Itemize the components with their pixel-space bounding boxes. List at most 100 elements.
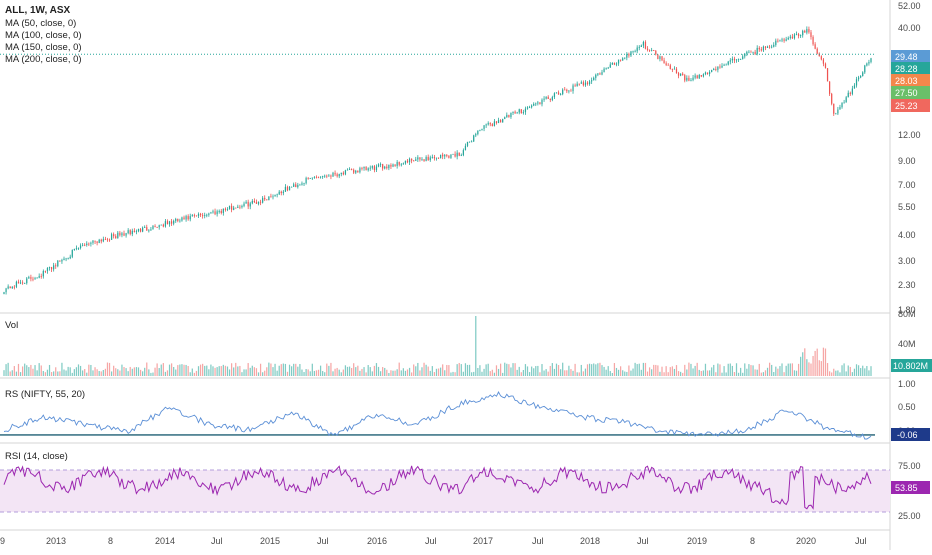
candle-body [551, 97, 553, 100]
volume-bar [170, 363, 173, 376]
candle-body [309, 178, 311, 179]
candle-body [92, 240, 94, 243]
volume-bar [220, 366, 222, 376]
candle-body [26, 278, 28, 284]
volume-bar [139, 369, 142, 376]
volume-bar [65, 370, 67, 376]
indicator-ma100[interactable]: MA (100, close, 0) [5, 30, 82, 41]
indicator-ma150[interactable]: MA (150, close, 0) [5, 42, 82, 53]
candle-body [504, 117, 506, 120]
volume-bar [768, 362, 771, 376]
volume-bar [121, 364, 123, 376]
candle-body [104, 239, 107, 240]
volume-bar [800, 356, 802, 376]
volume-title[interactable]: Vol [5, 320, 18, 331]
candle-body [340, 172, 342, 175]
volume-bar [779, 366, 781, 376]
candle-body [766, 46, 769, 48]
time-label: 2014 [155, 536, 175, 546]
volume-bar [257, 372, 260, 376]
volume-bar [173, 367, 175, 376]
volume-bar [429, 370, 431, 376]
candle-body [164, 221, 167, 227]
volume-bar [164, 371, 167, 376]
indicator-ma200[interactable]: MA (200, close, 0) [5, 54, 82, 65]
candle-body [208, 213, 210, 215]
volume-bar [94, 367, 96, 376]
indicator-ma50[interactable]: MA (50, close, 0) [5, 18, 76, 29]
candle-body [462, 150, 464, 156]
volume-bar [477, 367, 479, 376]
candle-body [65, 258, 67, 260]
candle-body [477, 130, 479, 135]
volume-bar [468, 364, 471, 376]
volume-bar [400, 370, 402, 376]
time-label: 9 [0, 536, 5, 546]
volume-bar [473, 371, 475, 376]
volume-bar [630, 370, 632, 376]
candle-body [456, 152, 458, 157]
candle-body [19, 282, 22, 284]
volume-bar [377, 366, 380, 376]
time-label: Jul [532, 536, 544, 546]
candle-body [702, 74, 705, 77]
volume-bar [222, 364, 224, 376]
volume-bar [336, 367, 338, 376]
volume-bar [744, 363, 746, 376]
volume-bar [793, 370, 796, 376]
candle-body [5, 288, 7, 293]
candle-body [191, 215, 193, 217]
volume-bar [346, 366, 349, 376]
candle-body [226, 209, 229, 210]
symbol-title[interactable]: ALL, 1W, ASX [5, 5, 71, 16]
candle-body [653, 50, 655, 51]
time-axis[interactable]: 9 2013 8 2014 Jul 2015 Jul 2016 Jul 2017… [0, 536, 867, 546]
legend: ALL, 1W, ASX MA (50, close, 0) MA (100, … [5, 5, 85, 462]
volume-bar [458, 362, 460, 376]
candle-body [334, 172, 336, 175]
candle-body [487, 123, 489, 125]
volume-bar [752, 365, 754, 376]
candle-body [133, 230, 135, 232]
candle-body [675, 68, 678, 74]
badge-ma50 [891, 50, 930, 63]
badge-rsi [891, 481, 930, 494]
candle-body [162, 224, 164, 227]
candle-body [382, 164, 384, 169]
candle-body [69, 256, 71, 259]
volume-bar [549, 365, 551, 376]
volume-bar [766, 367, 769, 376]
volume-bar [686, 369, 688, 376]
volume-bar [684, 364, 686, 376]
candle-body [224, 208, 227, 210]
candle-body [106, 239, 109, 241]
volume-bar [359, 370, 361, 376]
time-label: 8 [108, 536, 113, 546]
volume-bar [607, 366, 609, 376]
candle-body [417, 157, 419, 160]
candle-body [278, 191, 280, 195]
candle-body [669, 65, 671, 69]
candle-body [454, 153, 456, 157]
volume-bar [266, 367, 268, 376]
candle-body [429, 157, 431, 161]
volume-bar [450, 372, 452, 376]
volume-bar [48, 364, 51, 376]
volume-bar [851, 372, 853, 376]
rs-title[interactable]: RS (NIFTY, 55, 20) [5, 389, 85, 400]
rsi-title[interactable]: RSI (14, close) [5, 451, 68, 462]
candle-body [868, 62, 870, 64]
candle-body [828, 81, 831, 94]
volume-bar [731, 365, 733, 376]
price-axis[interactable]: 52.00 40.00 12.00 9.00 7.00 5.50 4.00 3.… [898, 1, 921, 315]
candle-body [758, 47, 760, 50]
volume-bar [510, 367, 512, 376]
candle-body [272, 196, 274, 198]
volume-bar [133, 367, 135, 376]
volume-bar [214, 367, 216, 376]
volume-bar [351, 368, 353, 376]
volume-tick: 80M [898, 309, 916, 319]
time-label: 2016 [367, 536, 387, 546]
volume-bar [334, 368, 336, 376]
